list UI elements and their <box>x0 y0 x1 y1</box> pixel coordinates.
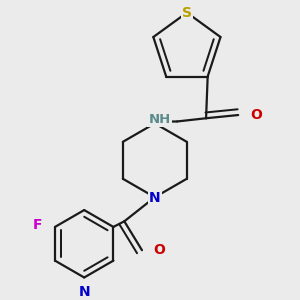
Text: O: O <box>154 243 166 257</box>
Text: N: N <box>78 285 90 299</box>
Text: N: N <box>149 191 160 205</box>
Text: S: S <box>182 6 192 20</box>
Text: F: F <box>33 218 42 232</box>
Text: NH: NH <box>148 113 171 126</box>
Text: O: O <box>250 108 262 122</box>
